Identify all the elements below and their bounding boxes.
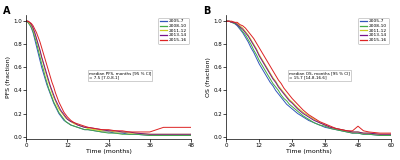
X-axis label: Time (months): Time (months) <box>286 149 332 154</box>
Text: B: B <box>203 6 210 16</box>
Y-axis label: PFS (fraction): PFS (fraction) <box>6 56 10 98</box>
Legend: 2005-7, 2008-10, 2011-12, 2013-14, 2015-16: 2005-7, 2008-10, 2011-12, 2013-14, 2015-… <box>358 18 389 44</box>
Text: median OS, months [95 % CI]
= 15.7 [14.8-16.6]: median OS, months [95 % CI] = 15.7 [14.8… <box>289 71 350 80</box>
Text: A: A <box>3 6 11 16</box>
Text: median PFS, months [95 % CI]
= 7.5 [7.0-8.1]: median PFS, months [95 % CI] = 7.5 [7.0-… <box>89 71 151 80</box>
Y-axis label: OS (fraction): OS (fraction) <box>206 57 210 97</box>
Legend: 2005-7, 2008-10, 2011-12, 2013-14, 2015-16: 2005-7, 2008-10, 2011-12, 2013-14, 2015-… <box>158 18 189 44</box>
X-axis label: Time (months): Time (months) <box>86 149 132 154</box>
